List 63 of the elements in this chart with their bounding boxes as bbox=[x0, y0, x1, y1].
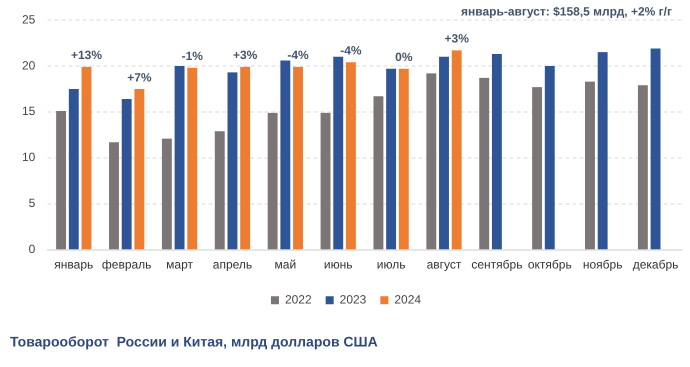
bar bbox=[386, 68, 396, 250]
bar bbox=[68, 88, 79, 250]
bar bbox=[109, 142, 119, 250]
bar bbox=[320, 112, 330, 250]
x-tick-label: май bbox=[274, 257, 296, 272]
bar bbox=[82, 66, 92, 250]
annotation: -4% bbox=[287, 48, 310, 62]
y-tick-label: 5 bbox=[28, 196, 36, 210]
text: Товарооборот России и Китая, млрд долларов США bbox=[10, 333, 378, 350]
bar bbox=[134, 88, 144, 250]
x-tick-label: февраль bbox=[102, 257, 152, 272]
text: январь-август: $158,5 млрд, +2% г/г bbox=[460, 4, 672, 18]
bar bbox=[638, 85, 648, 250]
annotation: -4% bbox=[340, 44, 362, 58]
annotation: +3% bbox=[444, 32, 470, 46]
bar bbox=[492, 54, 502, 250]
y-tick-label: 0 bbox=[28, 242, 36, 256]
bar bbox=[240, 66, 250, 250]
bar bbox=[426, 73, 436, 250]
bar bbox=[585, 82, 595, 250]
x-tick-label: октябрь bbox=[528, 257, 572, 272]
bar bbox=[650, 48, 661, 250]
bar bbox=[56, 111, 66, 250]
x-tick-label: июнь bbox=[324, 257, 353, 272]
bar bbox=[479, 78, 490, 250]
bar bbox=[439, 56, 449, 250]
bar bbox=[333, 56, 344, 250]
bar bbox=[280, 60, 290, 250]
x-tick-label: апрель bbox=[212, 257, 252, 272]
annotation: 0% bbox=[395, 50, 413, 64]
x-tick-label: июль bbox=[376, 257, 406, 272]
bar bbox=[187, 68, 198, 250]
bar bbox=[452, 50, 462, 250]
x-tick-label: август bbox=[426, 257, 462, 272]
legend-label: 2024 bbox=[394, 292, 422, 307]
bar bbox=[373, 96, 384, 250]
x-tick-label: январь bbox=[54, 257, 94, 272]
x-tick-label: декабрь bbox=[632, 257, 678, 272]
annotation: +13% bbox=[70, 48, 102, 62]
bar bbox=[598, 52, 608, 250]
y-tick-label: 15 bbox=[22, 104, 36, 118]
annotation: +7% bbox=[127, 70, 152, 84]
bar bbox=[214, 131, 225, 250]
y-tick-label: 20 bbox=[22, 58, 36, 72]
bar bbox=[544, 66, 555, 250]
bar bbox=[122, 99, 132, 250]
bar bbox=[228, 72, 238, 250]
bar bbox=[532, 87, 542, 250]
bar bbox=[268, 112, 278, 250]
bar bbox=[398, 68, 409, 250]
y-tick-label: 25 bbox=[22, 12, 36, 26]
bar bbox=[346, 62, 356, 250]
annotation: +3% bbox=[232, 48, 258, 62]
legend-label: 2022 bbox=[284, 292, 312, 307]
x-tick-label: март bbox=[166, 257, 194, 272]
bar bbox=[174, 66, 185, 250]
x-tick-label: ноябрь bbox=[582, 257, 622, 272]
bar bbox=[293, 66, 303, 250]
y-tick-label: 10 bbox=[22, 150, 36, 164]
x-tick-label: сентябрь bbox=[471, 257, 522, 272]
bar bbox=[162, 138, 172, 250]
annotation: -1% bbox=[182, 49, 204, 64]
legend-label: 2023 bbox=[340, 292, 367, 307]
